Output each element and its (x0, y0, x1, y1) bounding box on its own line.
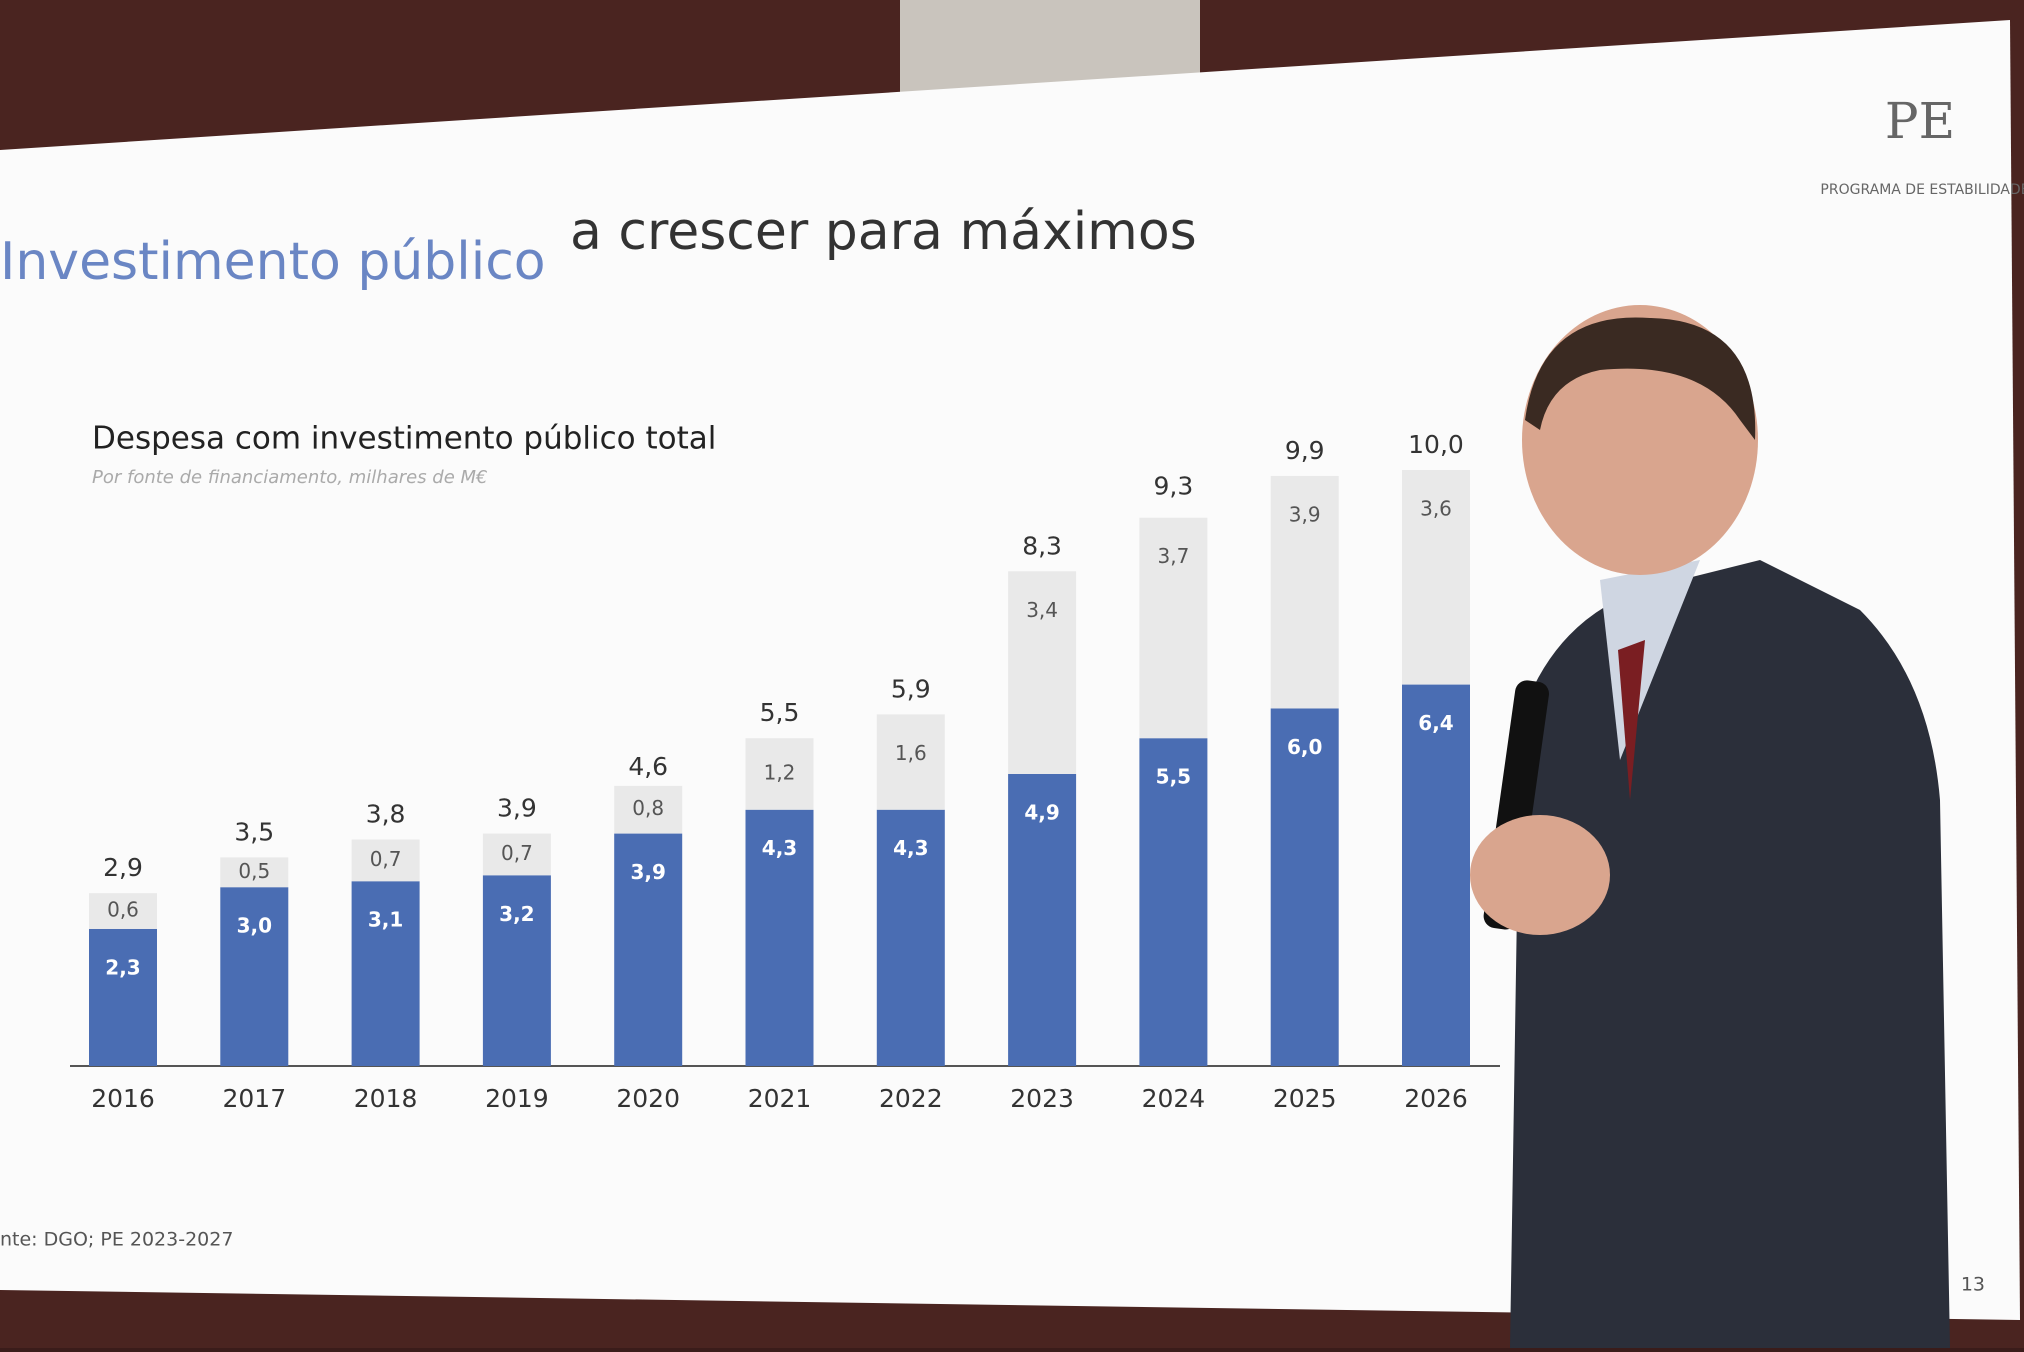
value-label: 3,4 (1026, 598, 1058, 622)
total-label: 4,6 (628, 752, 668, 781)
value-label: 1,2 (764, 760, 796, 784)
value-label: 0,6 (107, 898, 139, 922)
bar-segment (482, 833, 551, 876)
value-label: 3,9 (630, 860, 665, 884)
total-label: 2,9 (103, 853, 143, 882)
value-label: 3,9 (1289, 502, 1321, 526)
bar-segment (1270, 475, 1339, 709)
logo: PE (1885, 92, 1955, 150)
x-tick-label: 2016 (91, 1084, 155, 1113)
bar-segment (1008, 773, 1077, 1066)
value-label: 4,3 (762, 836, 797, 860)
hair (1525, 317, 1756, 440)
bar-segment (351, 839, 420, 882)
tie (1618, 640, 1645, 800)
value-label: 6,4 (1418, 711, 1453, 735)
slide-title-rest: a crescer para máximos (570, 202, 1197, 262)
value-label: 4,3 (893, 836, 928, 860)
total-label: 5,9 (891, 674, 931, 703)
total-label: 3,5 (234, 817, 274, 846)
total-label: 3,8 (366, 800, 406, 829)
speaker (1470, 305, 1950, 1348)
x-tick-label: 2022 (879, 1084, 943, 1113)
total-label: 8,3 (1022, 531, 1062, 560)
logo-caption: PROGRAMA DE ESTABILIDADE (1820, 182, 2024, 198)
bar-segment (1008, 571, 1077, 774)
bar-segment (1402, 470, 1470, 685)
slide-title-lead: Investimento público (0, 232, 546, 292)
total-label: 3,9 (497, 794, 537, 823)
bar-segment (1139, 738, 1208, 1066)
bar-segment (614, 785, 683, 834)
value-label: 0,8 (632, 796, 664, 820)
bar-segment (745, 809, 814, 1066)
total-label: 9,9 (1285, 436, 1325, 465)
chart-subtitle: Por fonte de financiamento, milhares de … (92, 467, 488, 488)
bar-segment (220, 857, 289, 888)
bar-segment (89, 893, 157, 929)
value-label: 0,7 (501, 841, 533, 865)
hand (1470, 815, 1610, 935)
value-label: 3,7 (1157, 544, 1189, 568)
total-label: 9,3 (1154, 472, 1194, 501)
value-label: 3,1 (368, 908, 403, 932)
value-label: 6,0 (1287, 735, 1322, 759)
bar-segment (1402, 684, 1470, 1066)
value-label: 1,6 (895, 741, 927, 765)
bar-segment (351, 881, 420, 1066)
bar-segment (220, 887, 289, 1066)
x-tick-label: 2026 (1404, 1084, 1468, 1113)
source: nte: DGO; PE 2023-2027 (0, 1229, 233, 1251)
value-label: 0,5 (238, 859, 270, 883)
x-tick-label: 2024 (1142, 1084, 1206, 1113)
x-tick-label: 2023 (1010, 1084, 1074, 1113)
suit (1510, 560, 1950, 1348)
chart-title: Despesa com investimento público total (92, 421, 716, 457)
value-label: 4,9 (1024, 800, 1059, 824)
bar-segment (876, 809, 945, 1066)
value-label: 3,2 (499, 902, 534, 926)
total-label: 10,0 (1408, 430, 1464, 459)
x-tick-label: 2021 (748, 1084, 812, 1113)
bar-segment (614, 833, 683, 1066)
bar-segment (1139, 517, 1208, 739)
x-tick-label: 2018 (354, 1084, 418, 1113)
x-tick-label: 2019 (485, 1084, 549, 1113)
value-label: 3,0 (237, 914, 272, 938)
bar-segment (89, 928, 157, 1066)
bar-segment (1270, 708, 1339, 1066)
bar-segment (876, 714, 945, 810)
chart: 2,3 0,6 2,9 2016 3,0 0,5 3,5 2017 3,1 0,7 3,8 2018 3… (70, 430, 1500, 1113)
bar-segment (745, 738, 814, 810)
x-tick-label: 2020 (616, 1084, 680, 1113)
page-number: 13 (1961, 1274, 1985, 1296)
value-label: 2,3 (105, 955, 140, 979)
value-label: 5,5 (1156, 765, 1191, 789)
x-tick-label: 2025 (1273, 1084, 1337, 1113)
bar-segment (482, 875, 551, 1066)
x-tick-label: 2017 (222, 1084, 286, 1113)
value-label: 3,6 (1420, 497, 1452, 521)
total-label: 5,5 (760, 698, 800, 727)
value-label: 0,7 (370, 847, 402, 871)
